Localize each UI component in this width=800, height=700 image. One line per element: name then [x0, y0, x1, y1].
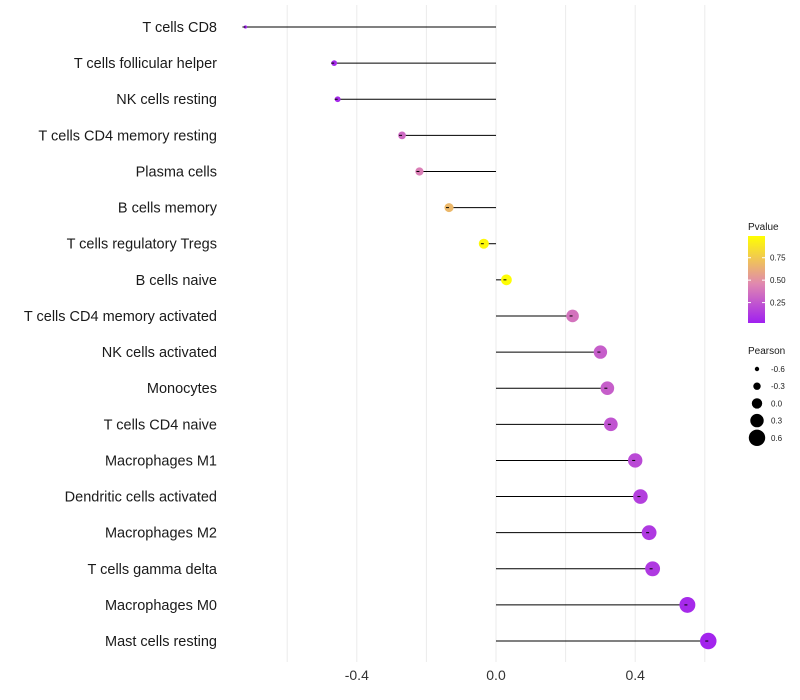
- grid-layer: [286, 5, 706, 662]
- stem-layer: [245, 26, 709, 642]
- category-label: Macrophages M0: [105, 598, 217, 614]
- size-legend-label: -0.3: [771, 382, 785, 391]
- x-tick-label: 0.4: [625, 667, 645, 683]
- x-tick-layer: -0.4 0.0 0.4: [345, 667, 645, 683]
- pvalue-colorbar: [748, 236, 765, 323]
- category-label: T cells regulatory Tregs: [67, 237, 217, 253]
- category-label: Monocytes: [147, 381, 217, 397]
- category-label: T cells gamma delta: [88, 562, 218, 578]
- pvalue-legend-title: Pvalue: [748, 222, 779, 233]
- size-legend-dot: [753, 382, 761, 390]
- pearson-legend: Pearson -0.6 -0.3 0.0 0.3 0.6: [748, 346, 785, 446]
- size-legend-label: 0.3: [771, 417, 783, 426]
- category-label: T cells CD4 naive: [104, 417, 217, 433]
- colorbar-tick-label: 0.75: [770, 254, 786, 263]
- category-label: T cells CD8: [142, 20, 217, 36]
- size-legend-label: 0.0: [771, 399, 783, 408]
- category-label: Plasma cells: [136, 164, 217, 180]
- point-layer: [242, 25, 717, 650]
- category-label: T cells follicular helper: [74, 56, 217, 72]
- pvalue-legend: Pvalue 0.25 0.50 0.75: [748, 222, 786, 323]
- category-label: Macrophages M2: [105, 526, 217, 542]
- category-label: Dendritic cells activated: [65, 490, 217, 506]
- size-legend-dot: [751, 398, 763, 409]
- size-legend-dot: [754, 366, 760, 372]
- category-label: Mast cells resting: [105, 634, 217, 650]
- data-point: [603, 417, 618, 432]
- pearson-legend-title: Pearson: [748, 346, 785, 357]
- category-label: NK cells resting: [116, 92, 217, 108]
- category-label: T cells CD4 memory resting: [38, 128, 217, 144]
- category-label: NK cells activated: [102, 345, 217, 361]
- colorbar-tick-label: 0.25: [770, 299, 786, 308]
- size-legend-dot: [750, 413, 764, 428]
- size-legend-dot: [748, 429, 766, 446]
- x-tick-label: -0.4: [345, 667, 369, 683]
- category-label: Macrophages M1: [105, 453, 217, 469]
- category-label: T cells CD4 memory activated: [24, 309, 217, 325]
- size-legend-label: 0.6: [771, 434, 783, 443]
- x-tick-label: 0.0: [486, 667, 506, 683]
- colorbar-tick-label: 0.50: [770, 276, 786, 285]
- size-legend-label: -0.6: [771, 365, 785, 374]
- category-label: B cells naive: [136, 273, 217, 289]
- category-label-layer: T cells CD8 T cells follicular helper NK c…: [24, 20, 218, 650]
- category-label: B cells memory: [118, 201, 218, 217]
